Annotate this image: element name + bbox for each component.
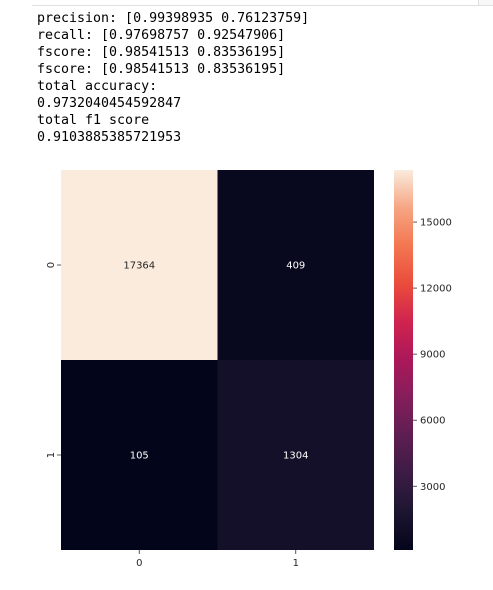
console-output: precision: [0.99398935 0.76123759] recall… [37, 10, 309, 146]
console-line-recall: recall: [0.97698757 0.92547906] [37, 28, 286, 43]
y-tick-label-0: 0 [46, 262, 57, 268]
console-line-fscore: fscore: [0.98541513 0.83536195] [37, 45, 286, 60]
heatmap-annotation-1-0: 105 [130, 451, 149, 462]
heatmap-cells [61, 170, 374, 550]
console-line-accuracy-value: 0.9732040454592847 [37, 96, 182, 111]
heatmap-annotation-1-1: 1304 [283, 451, 308, 462]
x-tick-label-1: 1 [293, 558, 299, 569]
heatmap-annotations: 17364 409 105 1304 [123, 261, 308, 462]
console-line-accuracy-label: total accuracy: [37, 79, 158, 94]
heatmap-cell-1-0 [61, 360, 218, 550]
output-area-top-border [32, 0, 493, 6]
console-line-fscore-repeat: fscore: [0.98541513 0.83536195] [37, 62, 286, 77]
console-line-f1-label: total f1 score [37, 113, 150, 128]
colorbar-tick-label-2: 9000 [420, 350, 445, 361]
heatmap-annotation-0-0: 17364 [123, 261, 155, 272]
heatmap-cell-0-0 [61, 170, 218, 360]
colorbar-tick-label-3: 12000 [420, 284, 452, 295]
y-tick-label-1: 1 [46, 452, 57, 458]
colorbar [394, 170, 413, 550]
colorbar-tick-label-0: 3000 [420, 482, 445, 493]
heatmap-cell-0-1 [217, 170, 374, 360]
console-line-f1-value: 0.9103885385721953 [37, 130, 182, 145]
console-line-precision: precision: [0.99398935 0.76123759] [37, 11, 310, 26]
x-tick-label-0: 0 [136, 558, 142, 569]
colorbar-tick-label-1: 6000 [420, 416, 445, 427]
heatmap-annotation-0-1: 409 [286, 261, 305, 272]
y-axis-ticks: 01 [46, 262, 61, 458]
colorbar-tick-label-4: 15000 [420, 218, 452, 229]
colorbar-ticks: 3000 6000 9000 12000 15000 [413, 218, 452, 493]
output-area-corner [478, 0, 493, 6]
heatmap-cell-1-1 [217, 360, 374, 550]
